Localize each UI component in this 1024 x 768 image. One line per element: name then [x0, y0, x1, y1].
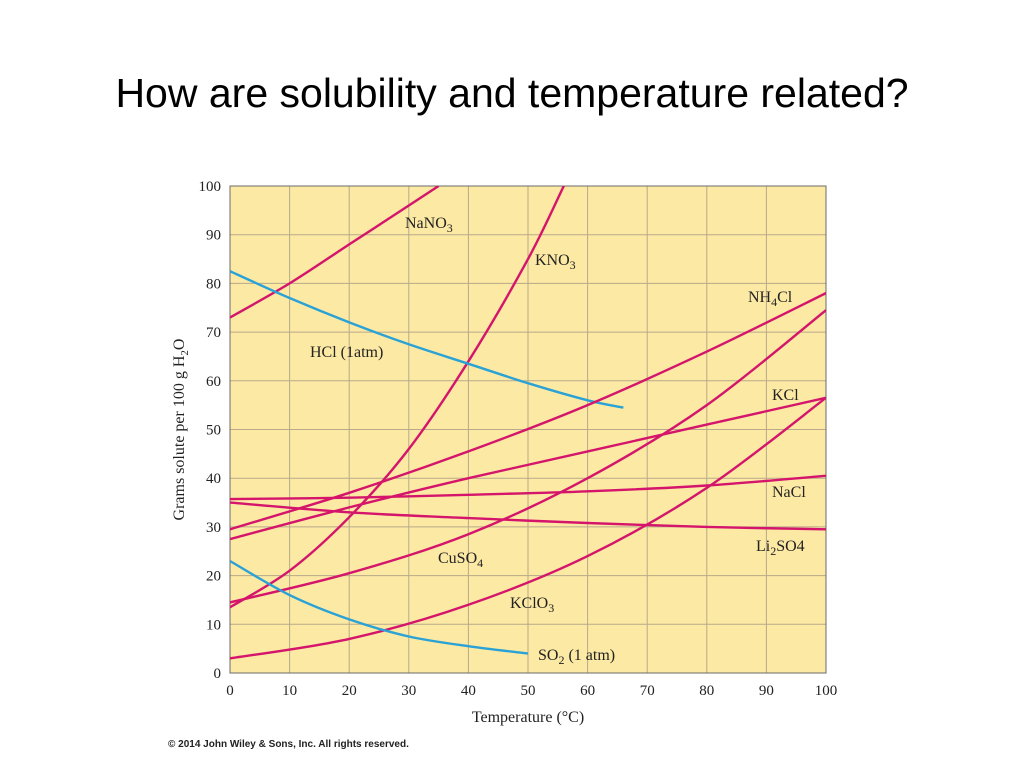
series-label-kcl: KCl [772, 387, 799, 404]
tick-labels: 0 10 20 30 40 50 60 70 80 90 100 0 10 20 30 40 50 60 70 80 9… [199, 179, 838, 699]
x-tick-label: 80 [699, 683, 714, 699]
x-tick-label: 10 [282, 683, 297, 699]
series-label-kno3: KNO3 [535, 252, 576, 272]
y-tick-label: 60 [206, 374, 221, 390]
grid-lines [229, 185, 827, 674]
series-label-nacl: NaCl [772, 484, 806, 501]
series-label-text: Li [756, 538, 771, 555]
series-line-li2so4 [230, 501, 826, 531]
slide-title: How are solubility and temperature relat… [115, 70, 909, 116]
series-line-cuso4 [230, 309, 826, 604]
series-label-subscript: 4 [477, 556, 483, 570]
y-tick-label: 10 [206, 617, 221, 633]
y-tick-label: 50 [206, 423, 221, 439]
series-label-subscript: 3 [447, 221, 453, 235]
y-axis-label-main: Grams solute per 100 g H [171, 355, 188, 520]
y-axis-label-end: O [171, 339, 188, 351]
series-label-subscript: 2 [770, 544, 776, 558]
series-line-hcl [230, 270, 624, 409]
y-axis-label: Grams solute per 100 g H2O [171, 339, 191, 521]
series-label-tail: (1 atm) [564, 647, 615, 664]
series-label-so2: SO2 (1 atm) [538, 647, 615, 667]
copyright-notice: © 2014 John Wiley & Sons, Inc. All right… [168, 739, 409, 750]
series-label-text: HCl (1atm) [310, 344, 383, 361]
series-label-text: NaCl [772, 484, 806, 501]
series-label-kclo3: KClO3 [510, 595, 554, 615]
series-line-kclo3 [230, 396, 826, 660]
y-tick-label: 40 [206, 471, 221, 487]
x-tick-label: 90 [759, 683, 774, 699]
series-label-nano3: NaNO3 [405, 215, 453, 235]
series-label-tail: Cl [777, 289, 793, 306]
series-line-nacl [230, 474, 826, 501]
series-label-text: CuSO [438, 550, 477, 567]
series-label-subscript: 4 [771, 295, 777, 309]
x-tick-label: 0 [226, 683, 234, 699]
series-label-text: KClO [510, 595, 548, 612]
x-tick-label: 50 [521, 683, 536, 699]
x-tick-label: 60 [580, 683, 595, 699]
y-tick-label: 100 [199, 179, 222, 195]
series-line-kno3 [230, 186, 565, 609]
plot-frame [229, 185, 827, 674]
y-tick-label: 0 [214, 666, 222, 682]
y-tick-label: 70 [206, 325, 221, 341]
x-axis-label: Temperature (°C) [472, 709, 584, 726]
series-label-text: KNO [535, 252, 570, 269]
series-label-tail: SO4 [776, 538, 804, 555]
series-lines [230, 186, 826, 660]
series-label-text: NH [748, 289, 772, 306]
x-tick-label: 20 [342, 683, 357, 699]
series-label-li2so4: Li2SO4 [756, 538, 805, 558]
y-tick-label: 20 [206, 569, 221, 585]
series-label-cuso4: CuSO4 [438, 550, 483, 570]
series-label-text: KCl [772, 387, 799, 404]
series-label-text: SO [538, 647, 558, 664]
x-tick-label: 40 [461, 683, 476, 699]
x-tick-label: 30 [401, 683, 416, 699]
y-axis-label-sub: 2 [179, 350, 191, 356]
series-label-hcl: HCl (1atm) [310, 344, 383, 361]
y-tick-label: 30 [206, 520, 221, 536]
series-label-subscript: 3 [570, 258, 576, 272]
series-label-subscript: 3 [548, 601, 554, 615]
x-tick-label: 70 [640, 683, 655, 699]
series-label-subscript: 2 [558, 653, 564, 667]
y-tick-label: 80 [206, 276, 221, 292]
x-tick-label: 100 [815, 683, 838, 699]
series-label-text: NaNO [405, 215, 447, 232]
series-label-nh4cl: NH4Cl [748, 289, 793, 309]
series-line-so2 [230, 559, 529, 655]
series-line-nano3 [230, 186, 440, 319]
y-tick-label: 90 [206, 228, 221, 244]
